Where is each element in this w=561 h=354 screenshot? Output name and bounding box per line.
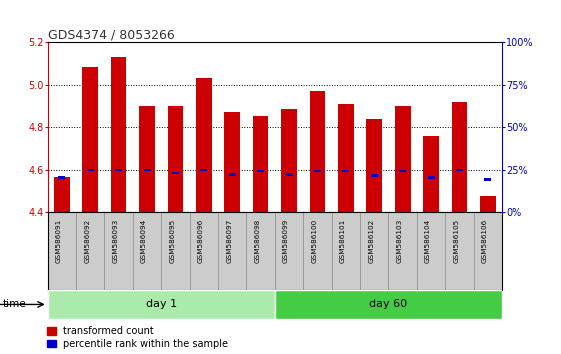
Text: GSM586099: GSM586099 [283,219,289,263]
Text: GSM586103: GSM586103 [397,219,403,263]
Bar [338,104,353,212]
Bar [314,170,321,172]
Bar [111,57,126,212]
Text: day 60: day 60 [370,299,407,309]
Text: GSM586106: GSM586106 [482,219,488,263]
Bar [424,136,439,212]
Text: GDS4374 / 8053266: GDS4374 / 8053266 [48,28,174,41]
Text: GSM586104: GSM586104 [425,219,431,263]
Bar [224,112,240,212]
Text: GSM586100: GSM586100 [311,219,318,263]
Bar [286,173,293,176]
Text: GSM586092: GSM586092 [84,219,90,263]
Text: GSM586105: GSM586105 [453,219,459,263]
Bar [58,176,66,179]
Bar [342,170,350,172]
Bar [144,169,151,171]
Text: GSM586096: GSM586096 [198,219,204,263]
Bar [196,78,211,212]
Bar [480,196,496,212]
Bar [275,290,502,319]
Bar [371,174,378,177]
Bar [399,170,406,172]
Bar [54,177,70,212]
Bar [395,106,411,212]
Text: GSM586095: GSM586095 [169,219,176,263]
Text: GSM586102: GSM586102 [368,219,374,263]
Bar [366,119,382,212]
Text: GSM586097: GSM586097 [226,219,232,263]
Bar [48,290,275,319]
Bar [253,116,269,212]
Bar [87,169,94,171]
Bar [115,169,122,171]
Bar [310,91,325,212]
Bar [484,178,491,181]
Bar [139,106,155,212]
Text: GSM586101: GSM586101 [340,219,346,263]
Bar [168,106,183,212]
Bar [172,172,179,175]
Bar [452,102,467,212]
Text: day 1: day 1 [146,299,177,309]
Bar [229,173,236,176]
Bar [82,67,98,212]
Text: GSM586098: GSM586098 [255,219,261,263]
Text: time: time [3,299,26,309]
Text: GSM586094: GSM586094 [141,219,147,263]
Bar [200,169,208,171]
Legend: transformed count, percentile rank within the sample: transformed count, percentile rank withi… [47,326,228,349]
Bar [456,169,463,171]
Text: GSM586091: GSM586091 [56,219,62,263]
Text: GSM586093: GSM586093 [113,219,119,263]
Bar [281,109,297,212]
Bar [427,176,435,179]
Bar [257,170,264,172]
